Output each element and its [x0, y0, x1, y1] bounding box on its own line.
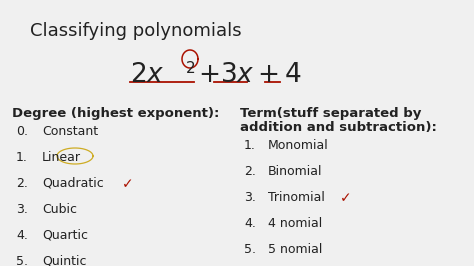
Text: Constant: Constant	[42, 125, 98, 138]
Text: $2$: $2$	[185, 60, 195, 76]
Text: ✓: ✓	[340, 191, 352, 205]
Text: addition and subtraction):: addition and subtraction):	[240, 121, 437, 134]
Text: Classifying polynomials: Classifying polynomials	[30, 22, 242, 40]
Text: Quadratic: Quadratic	[42, 177, 104, 190]
Text: Cubic: Cubic	[42, 203, 77, 216]
Text: 2.: 2.	[244, 165, 256, 178]
Text: 5.: 5.	[16, 255, 28, 266]
Text: Monomial: Monomial	[268, 139, 329, 152]
Text: Linear: Linear	[42, 151, 81, 164]
Text: Term(stuff separated by: Term(stuff separated by	[240, 107, 421, 120]
Text: 4.: 4.	[244, 217, 256, 230]
Text: 5 nomial: 5 nomial	[268, 243, 322, 256]
Text: 3.: 3.	[16, 203, 28, 216]
Text: 1.: 1.	[16, 151, 28, 164]
Text: 1.: 1.	[244, 139, 256, 152]
Text: Quintic: Quintic	[42, 255, 86, 266]
Text: 3.: 3.	[244, 191, 256, 204]
Text: $2x$: $2x$	[130, 62, 164, 88]
Text: ✓: ✓	[122, 177, 134, 191]
Text: $+ 3x + 4$: $+ 3x + 4$	[198, 62, 302, 88]
Text: 4 nomial: 4 nomial	[268, 217, 322, 230]
Text: 0.: 0.	[16, 125, 28, 138]
Text: Degree (highest exponent):: Degree (highest exponent):	[12, 107, 219, 120]
Text: Quartic: Quartic	[42, 229, 88, 242]
Text: Trinomial: Trinomial	[268, 191, 325, 204]
Text: 2.: 2.	[16, 177, 28, 190]
Text: 5.: 5.	[244, 243, 256, 256]
Text: 4.: 4.	[16, 229, 28, 242]
Text: Binomial: Binomial	[268, 165, 322, 178]
